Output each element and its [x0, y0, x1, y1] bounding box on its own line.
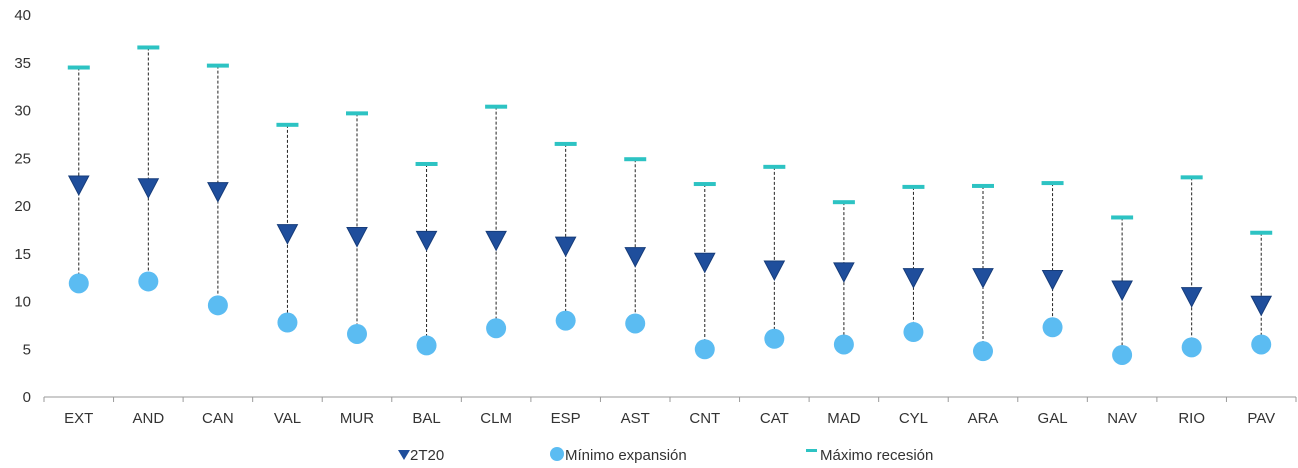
- point-2t20-rio: [1180, 287, 1203, 308]
- point-maximo-recesion-ara: [972, 183, 994, 188]
- point-2t20-mur: [346, 227, 368, 248]
- point-2t20-can: [207, 182, 229, 203]
- point-minimo-expansion-ast: [625, 313, 646, 334]
- x-tick-label-mad: MAD: [827, 410, 861, 427]
- legend-item-minimo-expansion: Mínimo expansión: [550, 447, 687, 464]
- point-minimo-expansion-rio: [1181, 337, 1202, 358]
- point-2t20-gal: [1041, 269, 1064, 291]
- point-minimo-expansion-cnt: [694, 339, 715, 360]
- legend-symbol-maximo-recesion: [806, 449, 817, 452]
- x-tick-label-pav: PAV: [1247, 410, 1275, 427]
- chart-marks: [67, 45, 1273, 365]
- legend-label-2t20: 2T20: [410, 447, 444, 464]
- point-minimo-expansion-mad: [833, 334, 854, 355]
- point-minimo-expansion-can: [207, 295, 228, 316]
- x-tick-label-rio: RIO: [1178, 410, 1205, 427]
- x-tick-label-val: VAL: [274, 410, 301, 427]
- point-minimo-expansion-esp: [555, 310, 576, 331]
- legend-label-maximo-recesion: Máximo recesión: [820, 447, 933, 464]
- point-minimo-expansion-clm: [486, 318, 507, 339]
- x-tick-label-ast: AST: [621, 410, 650, 427]
- point-2t20-ext: [67, 175, 90, 197]
- legend-item-2t20: 2T20: [398, 447, 444, 464]
- y-tick-label: 30: [14, 103, 31, 120]
- point-2t20-nav: [1111, 280, 1133, 302]
- point-2t20-clm: [485, 230, 507, 252]
- legend-item-maximo-recesion: Máximo recesión: [806, 447, 933, 464]
- x-axis-ticks: EXT AND CAN VAL MUR BAL CLM ESP AST CNT CAT MAD CYL A…: [64, 410, 1275, 427]
- point-maximo-recesion-cnt: [693, 182, 716, 187]
- point-2t20-cat: [763, 260, 786, 282]
- x-tick-label-gal: GAL: [1038, 410, 1068, 427]
- x-tick-label-esp: ESP: [551, 410, 581, 427]
- x-tick-label-cat: CAT: [760, 410, 789, 427]
- x-tick-label-cnt: CNT: [689, 410, 720, 427]
- point-maximo-recesion-cat: [763, 164, 786, 169]
- point-maximo-recesion-cyl: [902, 184, 925, 189]
- point-maximo-recesion-gal: [1041, 181, 1064, 186]
- range-connectors: [78, 47, 1262, 355]
- x-tick-label-and: AND: [132, 410, 164, 427]
- point-2t20-pav: [1250, 295, 1273, 317]
- y-tick-label: 5: [23, 341, 31, 358]
- point-minimo-expansion-cyl: [903, 322, 924, 343]
- x-tick-label-ara: ARA: [968, 410, 999, 427]
- point-maximo-recesion-val: [276, 122, 299, 127]
- point-minimo-expansion-cat: [764, 328, 785, 349]
- legend: 2T20 Mínimo expansión Máximo recesión: [398, 447, 933, 464]
- point-maximo-recesion-pav: [1250, 230, 1273, 235]
- point-maximo-recesion-ast: [624, 157, 647, 162]
- point-minimo-expansion-and: [138, 271, 159, 292]
- point-2t20-bal: [415, 230, 438, 252]
- point-maximo-recesion-mad: [832, 200, 855, 205]
- legend-symbol-minimo-expansion: [550, 447, 564, 461]
- x-tick-label-nav: NAV: [1107, 410, 1137, 427]
- y-tick-label: 20: [14, 198, 31, 215]
- point-2t20-val: [276, 224, 299, 245]
- x-tick-label-bal: BAL: [412, 410, 440, 427]
- point-2t20-and: [137, 178, 160, 199]
- y-tick-label: 15: [14, 246, 31, 263]
- point-minimo-expansion-pav: [1251, 334, 1272, 355]
- point-minimo-expansion-val: [277, 312, 298, 333]
- point-minimo-expansion-ara: [973, 341, 993, 362]
- point-maximo-recesion-clm: [485, 104, 508, 109]
- point-maximo-recesion-ext: [67, 65, 90, 70]
- y-tick-label: 10: [14, 294, 31, 311]
- point-maximo-recesion-nav: [1111, 215, 1134, 220]
- x-tick-label-can: CAN: [202, 410, 234, 427]
- point-minimo-expansion-bal: [416, 335, 437, 356]
- point-maximo-recesion-and: [137, 45, 160, 50]
- legend-symbol-2t20: [398, 450, 410, 460]
- point-maximo-recesion-mur: [346, 111, 368, 116]
- y-tick-label: 35: [14, 55, 31, 72]
- point-minimo-expansion-gal: [1042, 317, 1063, 338]
- y-tick-label: 0: [23, 389, 31, 406]
- point-2t20-cyl: [902, 268, 925, 289]
- point-maximo-recesion-can: [206, 63, 229, 68]
- point-2t20-mad: [833, 262, 855, 283]
- y-tick-label: 40: [14, 7, 31, 24]
- point-minimo-expansion-nav: [1112, 344, 1133, 365]
- x-tick-label-ext: EXT: [64, 410, 93, 427]
- point-maximo-recesion-esp: [554, 141, 577, 146]
- point-minimo-expansion-mur: [347, 323, 367, 344]
- point-2t20-cnt: [693, 252, 716, 274]
- x-tick-label-clm: CLM: [480, 410, 512, 427]
- point-2t20-ast: [624, 247, 647, 268]
- point-minimo-expansion-ext: [68, 273, 89, 294]
- point-maximo-recesion-rio: [1180, 175, 1203, 180]
- legend-label-minimo-expansion: Mínimo expansión: [565, 447, 687, 464]
- axes: [43, 396, 1297, 402]
- point-2t20-ara: [972, 268, 994, 289]
- y-axis-ticks: 0 5 10 15 20 25 30 35 40: [14, 7, 31, 406]
- y-tick-label: 25: [14, 150, 31, 167]
- point-maximo-recesion-bal: [415, 161, 438, 166]
- point-2t20-esp: [554, 236, 577, 258]
- x-tick-label-cyl: CYL: [899, 410, 928, 427]
- x-tick-label-mur: MUR: [340, 410, 374, 427]
